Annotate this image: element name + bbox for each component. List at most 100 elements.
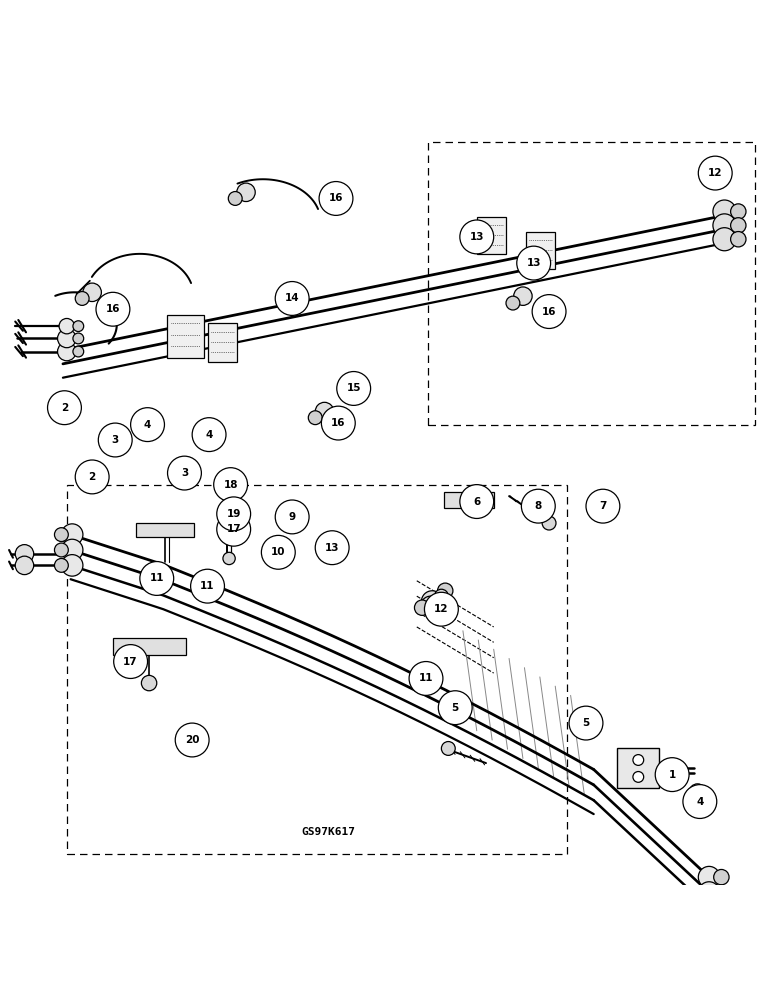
Text: 13: 13 — [527, 258, 541, 268]
Circle shape — [55, 543, 68, 557]
Circle shape — [58, 342, 76, 361]
Circle shape — [713, 214, 736, 237]
Text: 13: 13 — [325, 543, 340, 553]
Text: 9: 9 — [289, 512, 296, 522]
Text: 3: 3 — [112, 435, 119, 445]
Circle shape — [532, 295, 566, 328]
Circle shape — [569, 706, 603, 740]
Circle shape — [699, 866, 720, 888]
Circle shape — [730, 204, 746, 219]
Circle shape — [713, 200, 736, 223]
Text: 4: 4 — [205, 430, 213, 440]
Circle shape — [438, 583, 453, 598]
Circle shape — [319, 182, 353, 215]
Text: 20: 20 — [185, 735, 199, 745]
Circle shape — [141, 675, 157, 691]
Circle shape — [15, 545, 34, 563]
Circle shape — [191, 569, 225, 603]
Circle shape — [730, 218, 746, 233]
Circle shape — [713, 885, 729, 900]
Circle shape — [438, 691, 472, 725]
Text: 3: 3 — [181, 468, 188, 478]
Circle shape — [516, 246, 550, 280]
Circle shape — [713, 900, 729, 916]
Circle shape — [321, 406, 355, 440]
Text: 18: 18 — [223, 480, 238, 490]
Text: 2: 2 — [89, 472, 96, 482]
Circle shape — [96, 292, 130, 326]
Circle shape — [699, 897, 720, 919]
Text: 4: 4 — [144, 420, 151, 430]
Circle shape — [442, 742, 455, 755]
Circle shape — [633, 772, 644, 782]
Circle shape — [140, 562, 174, 595]
Circle shape — [237, 183, 256, 202]
Text: 15: 15 — [347, 383, 361, 393]
Circle shape — [409, 662, 443, 695]
Circle shape — [699, 156, 732, 190]
Circle shape — [55, 558, 68, 572]
Bar — [445, 492, 494, 508]
Circle shape — [435, 589, 449, 603]
Circle shape — [655, 758, 689, 792]
Circle shape — [217, 512, 251, 546]
Circle shape — [217, 497, 251, 531]
Text: 17: 17 — [124, 657, 138, 667]
Circle shape — [175, 723, 209, 757]
Circle shape — [75, 292, 89, 305]
Text: 12: 12 — [708, 168, 723, 178]
Bar — [526, 232, 555, 269]
Text: 5: 5 — [452, 703, 459, 713]
Circle shape — [425, 592, 459, 626]
Bar — [66, 485, 567, 854]
Text: 1: 1 — [669, 770, 676, 780]
Text: 14: 14 — [285, 293, 300, 303]
Circle shape — [713, 869, 729, 885]
Circle shape — [699, 882, 720, 903]
Circle shape — [713, 228, 736, 251]
Text: 11: 11 — [150, 573, 164, 583]
Bar — [428, 142, 755, 425]
Circle shape — [513, 287, 532, 305]
Circle shape — [415, 600, 430, 615]
Text: 19: 19 — [226, 509, 241, 519]
Bar — [113, 638, 186, 655]
Text: 17: 17 — [226, 524, 241, 534]
Circle shape — [460, 485, 493, 518]
Text: 4: 4 — [696, 797, 703, 807]
Text: 11: 11 — [418, 673, 433, 683]
Text: 16: 16 — [331, 418, 346, 428]
Text: 13: 13 — [469, 232, 484, 242]
Circle shape — [98, 423, 132, 457]
Text: 8: 8 — [535, 501, 542, 511]
Text: 11: 11 — [200, 581, 215, 591]
Bar — [167, 315, 204, 358]
Circle shape — [15, 556, 34, 575]
Circle shape — [586, 489, 620, 523]
Circle shape — [73, 321, 83, 332]
Circle shape — [73, 346, 83, 357]
Circle shape — [62, 524, 83, 545]
Circle shape — [62, 539, 83, 561]
Circle shape — [542, 516, 556, 530]
Text: 6: 6 — [473, 497, 480, 507]
Circle shape — [662, 762, 680, 780]
Circle shape — [315, 531, 349, 565]
Circle shape — [521, 489, 555, 523]
Circle shape — [113, 645, 147, 678]
Circle shape — [276, 282, 309, 315]
Circle shape — [48, 391, 81, 425]
Bar — [617, 748, 659, 788]
Circle shape — [214, 468, 248, 502]
Text: 16: 16 — [542, 307, 557, 317]
Circle shape — [130, 408, 164, 442]
Circle shape — [421, 596, 441, 616]
Circle shape — [460, 220, 493, 254]
Circle shape — [73, 333, 83, 344]
Circle shape — [683, 785, 716, 818]
Circle shape — [83, 283, 101, 302]
Circle shape — [62, 555, 83, 576]
Bar — [477, 217, 506, 254]
Circle shape — [192, 418, 226, 452]
Text: 16: 16 — [329, 193, 344, 203]
